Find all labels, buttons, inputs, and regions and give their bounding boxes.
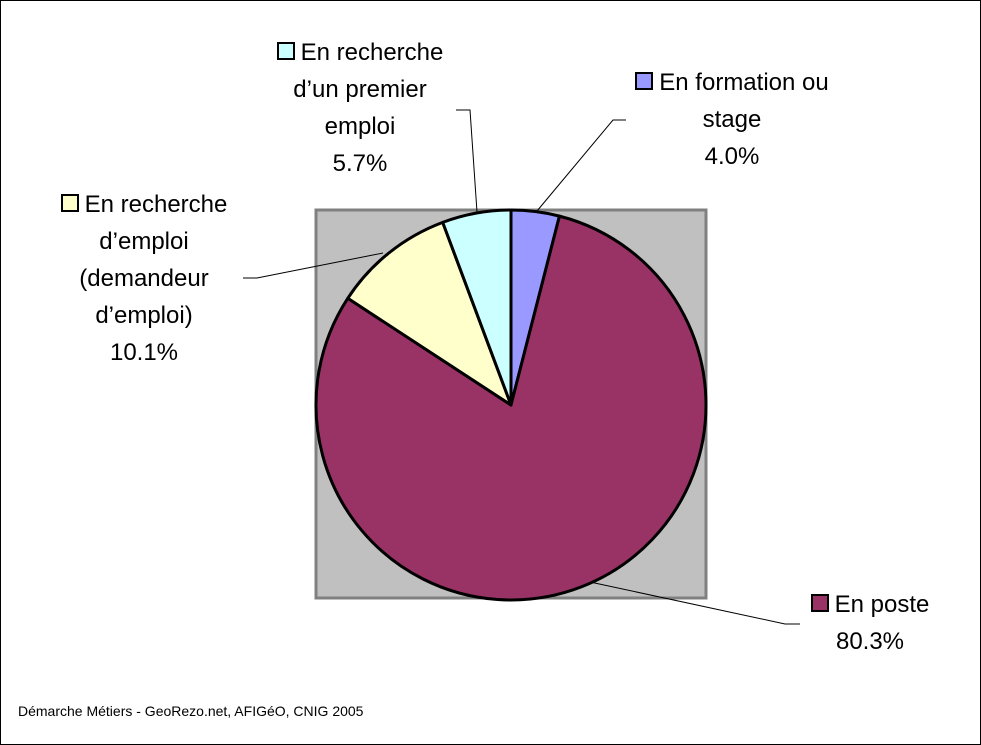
data-label-poste: En poste 80.3% [795, 586, 945, 660]
label-premier-line1: En recherche [300, 39, 444, 66]
label-premier-line2: d’un premier [293, 76, 427, 103]
pie-slice-premier [441, 208, 513, 407]
label-premier-line3: emploi [324, 113, 396, 140]
data-label-premier: En recherche d’un premier emploi 5.7% [262, 34, 458, 182]
leader-lines [243, 109, 800, 625]
label-formation-line1: En formation ou [659, 69, 829, 96]
source-footer: Démarche Métiers - GeoRezo.net, AFIGéO, … [18, 703, 364, 719]
legend-swatch-formation [635, 72, 654, 90]
leader-line-demandeur [243, 252, 384, 279]
legend-swatch-demandeur [60, 194, 79, 212]
label-demandeur-line1: En recherche [84, 191, 228, 218]
leader-line-premier [456, 109, 478, 213]
pie-slice-poste [314, 214, 708, 602]
leader-line-poste [589, 581, 800, 625]
leader-line-formation [536, 119, 626, 212]
label-premier-value: 5.7% [332, 150, 388, 177]
label-formation-value: 4.0% [704, 143, 760, 170]
label-demandeur-value: 10.1% [109, 339, 179, 366]
label-demandeur-line2: d’emploi [99, 228, 189, 255]
label-formation-line2: stage [702, 106, 762, 133]
legend-swatch-poste [810, 594, 829, 612]
label-demandeur-line3: (demandeur [79, 265, 209, 292]
legend-swatch-premier [276, 42, 295, 60]
label-poste-line1: En poste [834, 591, 930, 618]
label-demandeur-line4: d’emploi) [95, 302, 193, 329]
data-label-formation: En formation ou stage 4.0% [624, 64, 840, 175]
data-label-demandeur: En recherche d’emploi (demandeur d’emplo… [46, 186, 242, 371]
pie-slice-demandeur [346, 220, 513, 407]
label-poste-value: 80.3% [835, 628, 905, 655]
pie-slices [314, 208, 708, 602]
